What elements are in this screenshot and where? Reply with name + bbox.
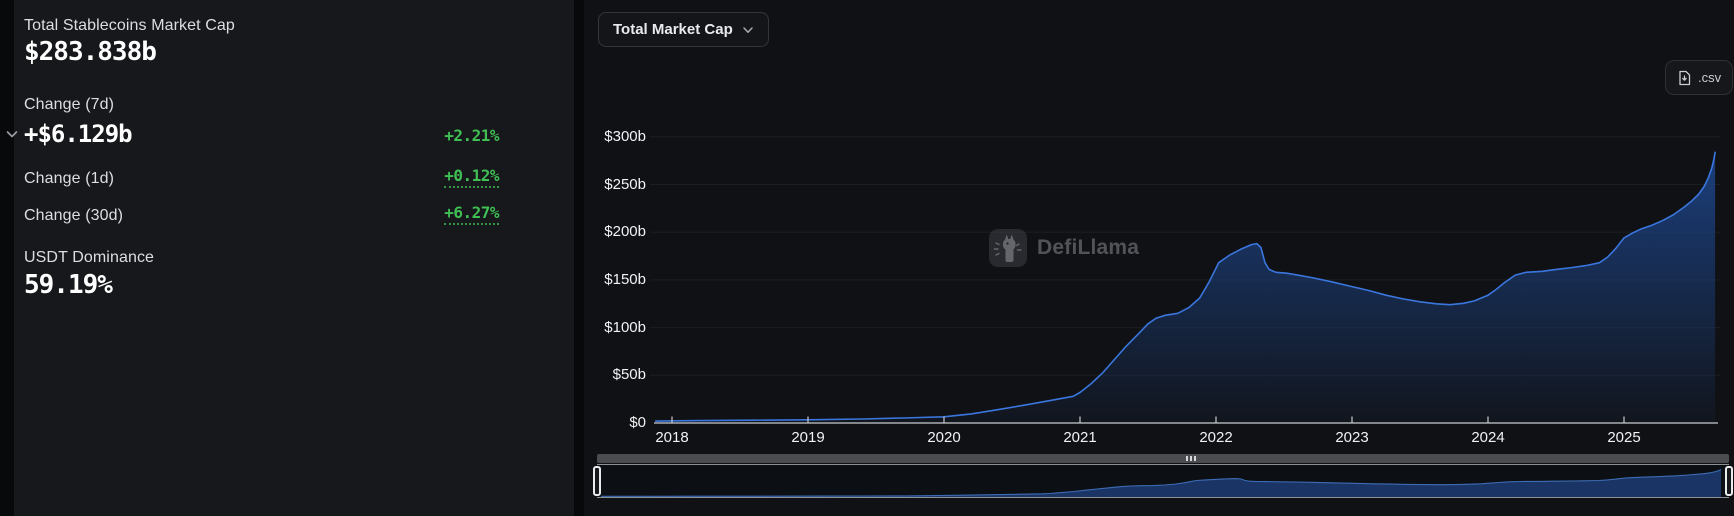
main-chart-area[interactable]: DefiLlama $0 $50b $100b $150b $200b $250b $300… <box>584 0 1734 516</box>
file-download-icon <box>1679 70 1691 85</box>
brush-mini-chart <box>601 469 1722 497</box>
usdt-dominance-label: USDT Dominance <box>24 249 155 266</box>
change-30d-row: Change (30d) +6.27% <box>24 203 499 225</box>
chevron-down-icon <box>6 130 18 137</box>
change-30d-label: Change (30d) <box>24 207 124 224</box>
market-cap-value: $283.838b <box>24 37 157 67</box>
collapse-panel-chevron-icon[interactable] <box>3 126 21 144</box>
timeline-brush[interactable] <box>593 464 1733 498</box>
change-30d-percent[interactable]: +6.27% <box>444 203 499 225</box>
usdt-dominance-value: 59.19% <box>24 270 113 300</box>
scrollbar-grip[interactable] <box>1185 456 1196 461</box>
metric-select-dropdown[interactable]: Total Market Cap <box>598 12 769 47</box>
chart-horizontal-scrollbar[interactable] <box>597 454 1729 463</box>
change-7d-label: Change (7d) <box>24 96 115 113</box>
stats-panel: Total Stablecoins Market Cap $283.838b C… <box>14 0 574 516</box>
download-csv-button[interactable]: .csv <box>1665 60 1734 95</box>
change-7d-value: +$6.129b <box>24 120 133 148</box>
market-cap-label: Total Stablecoins Market Cap <box>24 17 235 34</box>
market-cap-area-chart <box>650 136 1720 424</box>
chevron-down-icon <box>743 26 753 33</box>
change-1d-percent[interactable]: +0.12% <box>444 166 499 188</box>
chart-panel: Total Market Cap .csv <box>584 0 1734 516</box>
change-1d-label: Change (1d) <box>24 170 115 187</box>
brush-handle-right[interactable] <box>1725 466 1733 496</box>
csv-button-label: .csv <box>1698 70 1722 85</box>
metric-select-value: Total Market Cap <box>613 21 733 38</box>
change-1d-row: Change (1d) +0.12% <box>24 166 499 188</box>
change-7d-row: +$6.129b +2.21% <box>24 120 499 148</box>
brush-handle-left[interactable] <box>593 466 601 496</box>
change-7d-percent: +2.21% <box>444 126 499 145</box>
